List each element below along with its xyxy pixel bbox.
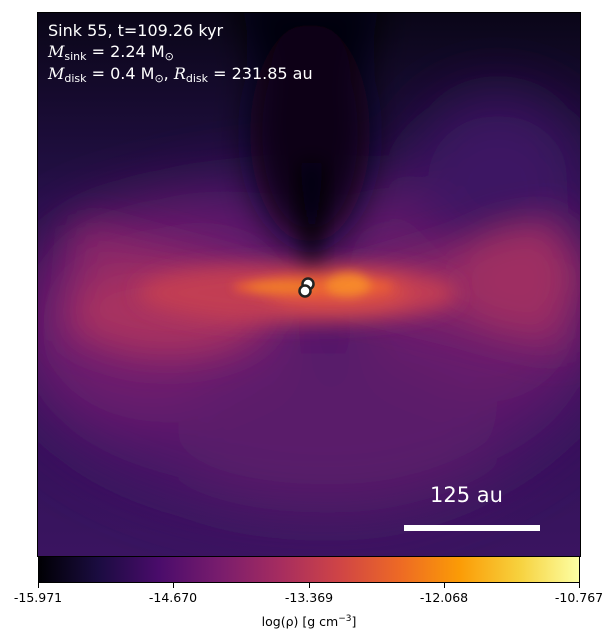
density-map: Sink 55, t=109.26 kyr Msink = 2.24 M⊙ Md…	[37, 12, 581, 557]
sink-mass: Msink = 2.24 M⊙	[48, 42, 174, 67]
sink-markers	[298, 277, 315, 298]
colorbar-tick-label: -10.767	[554, 590, 604, 605]
colorbar-tick-label: -15.971	[13, 590, 63, 605]
disk-mass-value: = 0.4 M	[86, 64, 155, 83]
sink-marker-2	[298, 284, 312, 298]
colorbar	[38, 556, 580, 583]
disk-radius-symbol: R	[173, 64, 186, 83]
disk-radius-subscript: disk	[185, 72, 209, 85]
colorbar-title: log(ρ) [g cm−3]	[262, 614, 357, 629]
colorbar-title-exponent: −3	[338, 614, 352, 624]
disk-properties: Mdisk = 0.4 M⊙, Rdisk = 231.85 au	[48, 64, 313, 89]
density-map-image	[38, 13, 580, 556]
sink-mass-subscript: sink	[64, 50, 87, 63]
scale-bar-label: 125 au	[430, 483, 503, 507]
sink-mass-value: = 2.24 M	[86, 42, 165, 61]
colorbar-tick	[579, 583, 580, 588]
colorbar-tick	[444, 583, 445, 588]
colorbar-tick-label: -13.369	[284, 590, 334, 605]
colorbar-tick	[309, 583, 310, 588]
colorbar-title-suffix: ]	[351, 614, 357, 630]
disk-mass-symbol: M	[48, 64, 65, 83]
colorbar-tick-label: -12.068	[419, 590, 469, 605]
disk-mass-unit: ⊙	[154, 72, 164, 85]
sink-title: Sink 55, t=109.26 kyr	[48, 21, 224, 40]
colorbar-tick	[38, 583, 39, 588]
scale-bar	[404, 525, 540, 531]
sink-mass-symbol: M	[48, 42, 65, 61]
colorbar-tick-label: -14.670	[148, 590, 198, 605]
colorbar-tick	[173, 583, 174, 588]
disk-separator: ,	[163, 64, 174, 83]
disk-mass-subscript: disk	[64, 72, 87, 85]
sink-mass-unit: ⊙	[164, 50, 174, 63]
disk-radius-value: = 231.85 au	[208, 64, 313, 83]
colorbar-title-prefix: log(ρ) [g cm	[261, 614, 339, 630]
